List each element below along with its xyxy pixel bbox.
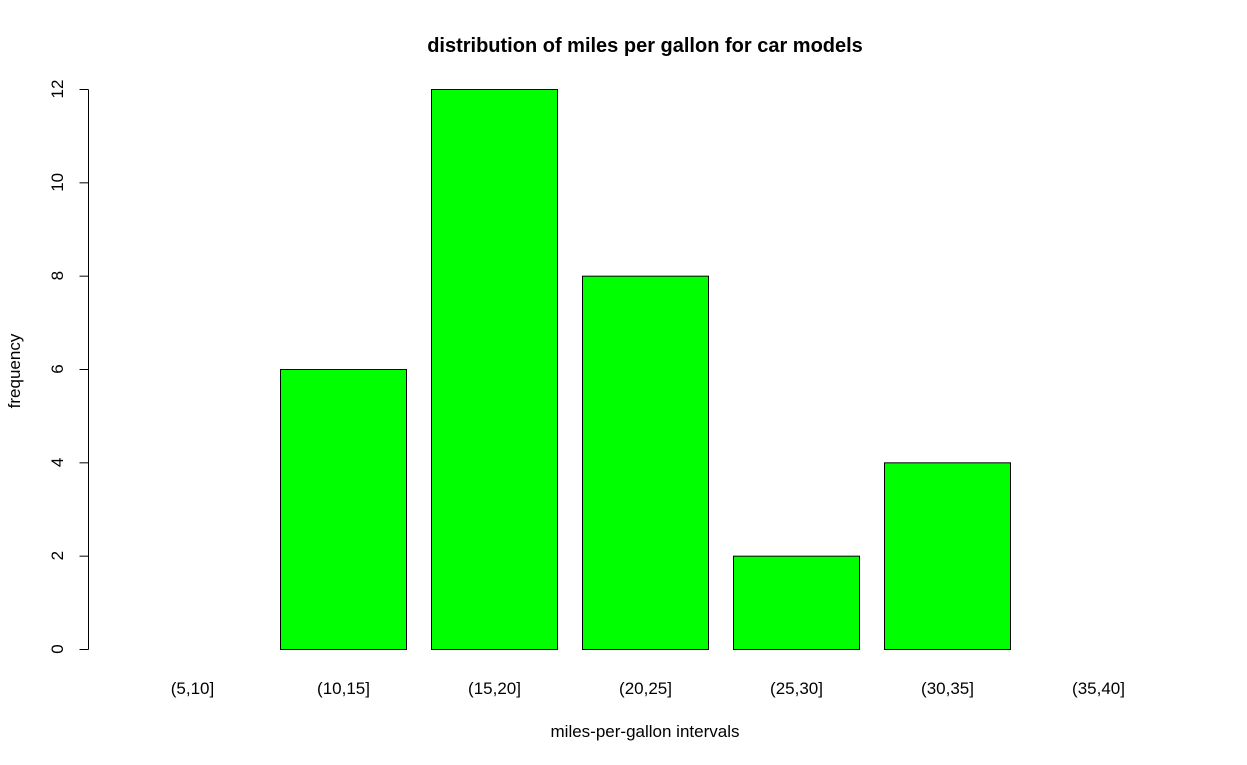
y-tick-label: 2 bbox=[48, 551, 67, 560]
y-tick-label: 8 bbox=[48, 271, 67, 280]
x-tick-label: (10,15] bbox=[317, 679, 370, 698]
x-tick-label: (5,10] bbox=[171, 679, 214, 698]
x-tick-label: (35,40] bbox=[1072, 679, 1125, 698]
bar bbox=[431, 89, 558, 650]
bar bbox=[280, 369, 407, 650]
bar bbox=[884, 462, 1011, 651]
bar bbox=[582, 275, 709, 650]
y-axis: 0 2 4 6 8 10 12 bbox=[48, 80, 89, 654]
y-tick-label: 12 bbox=[48, 80, 67, 99]
x-tick-labels: (5,10] (10,15] (15,20] (20,25] (25,30] (30,35… bbox=[171, 679, 1125, 698]
x-tick-label: (15,20] bbox=[468, 679, 521, 698]
chart-title: distribution of miles per gallon for car… bbox=[427, 35, 863, 57]
x-tick-label: (20,25] bbox=[619, 679, 672, 698]
y-tick-label: 0 bbox=[48, 644, 67, 653]
y-tick-label: 4 bbox=[48, 458, 67, 467]
bar bbox=[733, 555, 860, 651]
x-tick-label: (30,35] bbox=[921, 679, 974, 698]
y-axis-label: frequency bbox=[5, 333, 24, 408]
x-axis-label: miles-per-gallon intervals bbox=[551, 722, 740, 741]
y-tick-label: 10 bbox=[48, 173, 67, 192]
x-tick-label: (25,30] bbox=[770, 679, 823, 698]
bars-group bbox=[280, 89, 1011, 651]
y-tick-label: 6 bbox=[48, 364, 67, 373]
